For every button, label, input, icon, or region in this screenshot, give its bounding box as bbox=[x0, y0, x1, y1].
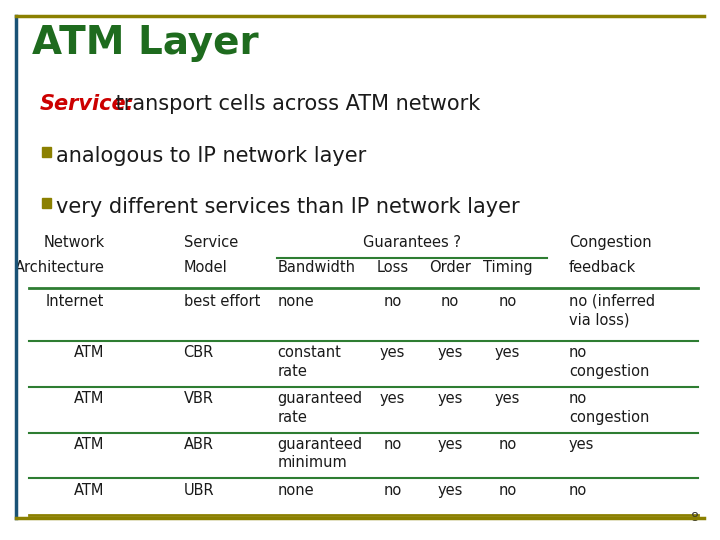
Text: Order: Order bbox=[429, 260, 471, 275]
Text: no: no bbox=[498, 483, 517, 498]
Text: no (inferred
via loss): no (inferred via loss) bbox=[569, 294, 655, 327]
Text: none: none bbox=[277, 294, 314, 309]
Text: no: no bbox=[441, 294, 459, 309]
FancyBboxPatch shape bbox=[42, 147, 51, 157]
Text: VBR: VBR bbox=[184, 391, 214, 406]
Text: yes: yes bbox=[437, 391, 463, 406]
Text: very different services than IP network layer: very different services than IP network … bbox=[56, 197, 520, 217]
Text: yes: yes bbox=[569, 437, 594, 452]
Text: no: no bbox=[383, 483, 402, 498]
Text: none: none bbox=[277, 483, 314, 498]
Text: 8: 8 bbox=[690, 511, 698, 524]
Text: no
congestion: no congestion bbox=[569, 391, 649, 424]
Text: yes: yes bbox=[437, 345, 463, 360]
Text: Congestion: Congestion bbox=[569, 235, 652, 250]
Text: UBR: UBR bbox=[184, 483, 215, 498]
Text: Architecture: Architecture bbox=[14, 260, 104, 275]
Text: feedback: feedback bbox=[569, 260, 636, 275]
Text: guaranteed
minimum: guaranteed minimum bbox=[277, 437, 362, 470]
Text: Timing: Timing bbox=[483, 260, 532, 275]
Text: yes: yes bbox=[379, 391, 405, 406]
Text: guaranteed
rate: guaranteed rate bbox=[277, 391, 362, 424]
Text: ABR: ABR bbox=[184, 437, 214, 452]
Text: ATM: ATM bbox=[74, 483, 104, 498]
Text: Guarantees ?: Guarantees ? bbox=[363, 235, 462, 250]
Text: constant
rate: constant rate bbox=[277, 345, 341, 379]
Text: no: no bbox=[569, 483, 587, 498]
Text: Service: Service bbox=[184, 235, 238, 250]
Text: Network: Network bbox=[43, 235, 104, 250]
Text: Internet: Internet bbox=[46, 294, 104, 309]
Text: best effort: best effort bbox=[184, 294, 260, 309]
Text: yes: yes bbox=[437, 437, 463, 452]
Text: yes: yes bbox=[495, 345, 521, 360]
FancyBboxPatch shape bbox=[42, 198, 51, 208]
Text: ATM: ATM bbox=[74, 345, 104, 360]
Text: ATM: ATM bbox=[74, 437, 104, 452]
Text: Service:: Service: bbox=[40, 94, 135, 114]
Text: ATM Layer: ATM Layer bbox=[32, 24, 259, 62]
Text: ATM: ATM bbox=[74, 391, 104, 406]
Text: Bandwidth: Bandwidth bbox=[277, 260, 355, 275]
Text: analogous to IP network layer: analogous to IP network layer bbox=[56, 146, 366, 166]
Text: no: no bbox=[498, 294, 517, 309]
Text: Model: Model bbox=[184, 260, 228, 275]
Text: no
congestion: no congestion bbox=[569, 345, 649, 379]
Text: no: no bbox=[498, 437, 517, 452]
Text: transport cells across ATM network: transport cells across ATM network bbox=[109, 94, 481, 114]
Text: yes: yes bbox=[379, 345, 405, 360]
Text: no: no bbox=[383, 437, 402, 452]
Text: yes: yes bbox=[495, 391, 521, 406]
Text: CBR: CBR bbox=[184, 345, 214, 360]
Text: yes: yes bbox=[437, 483, 463, 498]
Text: Loss: Loss bbox=[377, 260, 408, 275]
Text: no: no bbox=[383, 294, 402, 309]
